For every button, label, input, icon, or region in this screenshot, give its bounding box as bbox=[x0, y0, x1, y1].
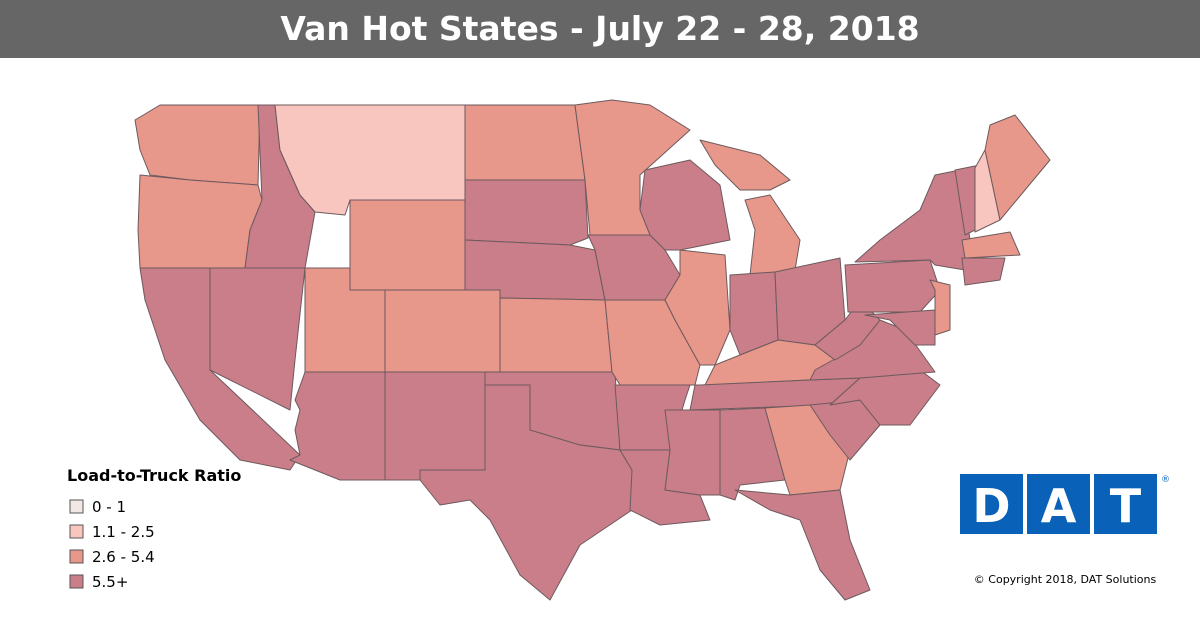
state bbox=[744, 194, 801, 276]
state bbox=[464, 104, 586, 181]
state bbox=[134, 104, 261, 186]
state bbox=[864, 309, 936, 346]
state bbox=[854, 169, 971, 271]
state bbox=[961, 231, 1021, 259]
logo-letter: D bbox=[972, 479, 1010, 533]
logo-letter: A bbox=[1041, 479, 1077, 533]
state bbox=[384, 289, 501, 373]
logo-mark: ® bbox=[1161, 475, 1170, 485]
state bbox=[574, 99, 691, 236]
map: Load-to-Truck Ratio 0 - 1 1.1 - 2.5 2.6 - … bbox=[67, 99, 1170, 601]
state bbox=[289, 371, 386, 481]
legend-label: 0 - 1 bbox=[92, 498, 126, 516]
state bbox=[961, 257, 1006, 286]
logo-box bbox=[960, 474, 1023, 534]
legend-swatch bbox=[69, 524, 84, 539]
state bbox=[984, 114, 1051, 221]
state bbox=[699, 139, 791, 191]
state bbox=[384, 371, 486, 481]
legend-swatch bbox=[69, 549, 84, 564]
state bbox=[929, 279, 951, 336]
state bbox=[734, 489, 871, 601]
logo-letter: T bbox=[1110, 479, 1142, 533]
state bbox=[664, 409, 721, 496]
state bbox=[639, 159, 731, 251]
logo-box bbox=[1094, 474, 1157, 534]
legend-label: 1.1 - 2.5 bbox=[92, 523, 155, 541]
legend-swatch bbox=[69, 574, 84, 589]
state bbox=[419, 384, 633, 601]
logo-box bbox=[1027, 474, 1090, 534]
state bbox=[499, 297, 613, 373]
state bbox=[349, 199, 466, 291]
legend-title: Load-to-Truck Ratio bbox=[67, 466, 241, 485]
state bbox=[274, 104, 466, 216]
legend-label: 5.5+ bbox=[92, 573, 128, 591]
legend-label: 2.6 - 5.4 bbox=[92, 548, 155, 566]
state bbox=[137, 174, 263, 269]
state bbox=[464, 179, 589, 246]
state bbox=[844, 259, 941, 313]
legend-swatch bbox=[69, 499, 84, 514]
copyright: © Copyright 2018, DAT Solutions bbox=[974, 573, 1157, 586]
state bbox=[664, 249, 731, 366]
page-title: Van Hot States - July 22 - 28, 2018 bbox=[0, 0, 1200, 58]
